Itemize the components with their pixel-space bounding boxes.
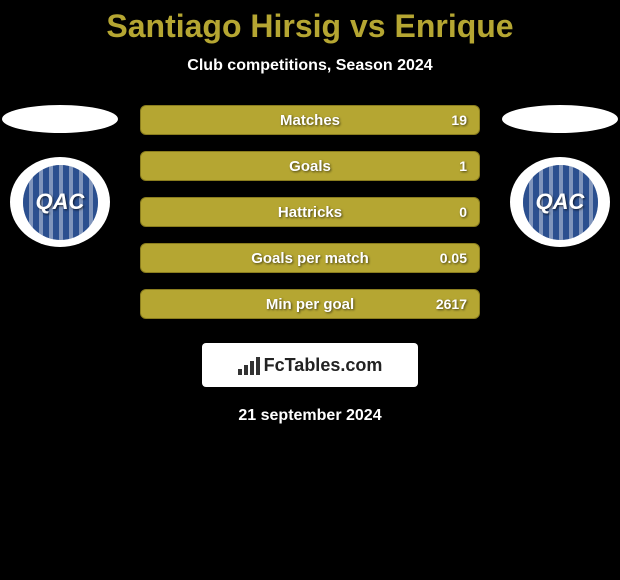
stat-row-hattricks: - Hattricks 0 xyxy=(140,197,480,227)
chart-icon xyxy=(238,355,260,375)
stat-label: Min per goal xyxy=(266,296,354,313)
stat-right-value: 0 xyxy=(427,204,467,220)
footer-brand-text: FcTables.com xyxy=(264,355,383,376)
stats-list: - Matches 19 - Goals 1 - Hattricks 0 - G… xyxy=(140,105,480,319)
subtitle: Club competitions, Season 2024 xyxy=(0,57,620,75)
stat-label: Matches xyxy=(280,112,340,129)
player-right-club-badge: QAC xyxy=(510,157,610,247)
stat-label: Goals xyxy=(289,158,331,175)
date-text: 21 september 2024 xyxy=(0,407,620,425)
player-left-avatar-placeholder xyxy=(2,105,118,133)
stat-row-goals-per-match: - Goals per match 0.05 xyxy=(140,243,480,273)
player-left-club-badge: QAC xyxy=(10,157,110,247)
player-left-column: QAC xyxy=(0,105,120,247)
player-left-club-initials: QAC xyxy=(36,189,85,215)
stat-row-min-per-goal: - Min per goal 2617 xyxy=(140,289,480,319)
comparison-content: QAC QAC - Matches 19 - Goals 1 xyxy=(0,105,620,425)
stat-right-value: 2617 xyxy=(427,296,467,312)
stat-row-matches: - Matches 19 xyxy=(140,105,480,135)
stat-right-value: 0.05 xyxy=(427,250,467,266)
player-right-club-initials: QAC xyxy=(536,189,585,215)
stat-label: Hattricks xyxy=(278,204,342,221)
stat-right-value: 1 xyxy=(427,158,467,174)
footer-brand-logo[interactable]: FcTables.com xyxy=(202,343,418,387)
player-right-column: QAC xyxy=(500,105,620,247)
stat-right-value: 19 xyxy=(427,112,467,128)
player-right-avatar-placeholder xyxy=(502,105,618,133)
page-title: Santiago Hirsig vs Enrique xyxy=(0,0,620,45)
stat-label: Goals per match xyxy=(251,250,369,267)
stat-row-goals: - Goals 1 xyxy=(140,151,480,181)
